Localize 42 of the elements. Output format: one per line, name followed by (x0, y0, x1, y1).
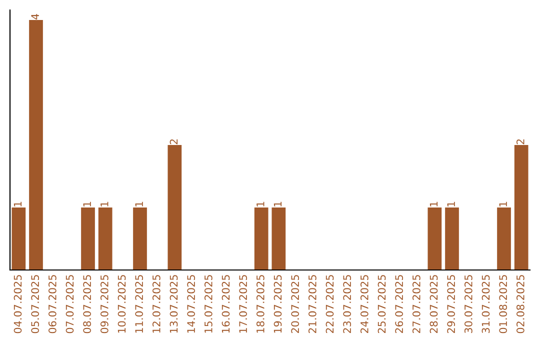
x-tick-label: 04.07.2025 (14, 275, 22, 334)
x-tick-label: 23.07.2025 (343, 275, 352, 334)
x-tick-label: 14.07.2025 (187, 275, 196, 333)
x-tick-label: 21.07.2025 (308, 275, 316, 334)
x-tick-label: 19.07.2025 (274, 275, 282, 333)
data-label: 1 (430, 202, 438, 206)
x-tick-label: 26.07.2025 (395, 275, 404, 334)
x-tick-label: 10.07.2025 (118, 275, 126, 333)
data-label: 2 (170, 139, 178, 144)
x-tick-label: 12.07.2025 (152, 275, 160, 333)
data-label: 1 (83, 202, 91, 206)
data-label: 2 (516, 139, 524, 144)
x-tick-label: 18.07.2025 (256, 275, 264, 333)
x-tick-label: 17.07.2025 (239, 275, 248, 333)
data-label: 1 (274, 202, 282, 206)
data-label: 1 (100, 202, 108, 206)
data-label: 4 (31, 14, 39, 20)
data-label: 1 (14, 202, 22, 206)
x-tick-label: 31.07.2025 (482, 275, 490, 334)
x-tick-label: 16.07.2025 (222, 275, 230, 333)
x-tick-label: 28.07.2025 (430, 275, 438, 334)
x-tick-label: 06.07.2025 (48, 275, 56, 334)
data-label: 1 (499, 202, 507, 206)
x-tick-label: 07.07.2025 (66, 275, 74, 334)
data-label: 1 (135, 202, 143, 206)
x-tick-label: 20.07.2025 (291, 275, 300, 334)
x-tick-label: 29.07.2025 (447, 275, 456, 334)
x-tick-label: 15.07.2025 (204, 275, 212, 333)
x-tick-label: 09.07.2025 (100, 275, 108, 334)
x-tick-label: 30.07.2025 (464, 275, 472, 334)
x-tick-label: 02.08.2025 (516, 275, 524, 334)
x-tick-label: 25.07.2025 (378, 275, 386, 334)
x-tick-label: 27.07.2025 (412, 275, 420, 334)
x-tick-label: 22.07.2025 (326, 275, 334, 334)
x-tick-label: 05.07.2025 (31, 275, 40, 334)
data-label: 1 (256, 202, 264, 206)
x-tick-label: 11.07.2025 (135, 275, 144, 333)
x-tick-label: 13.07.2025 (170, 275, 178, 333)
x-tick-label: 08.07.2025 (83, 275, 92, 334)
x-tick-label: 24.07.2025 (360, 275, 368, 334)
data-label: 1 (447, 202, 455, 206)
x-tick-label: 01.08.2025 (499, 275, 508, 334)
